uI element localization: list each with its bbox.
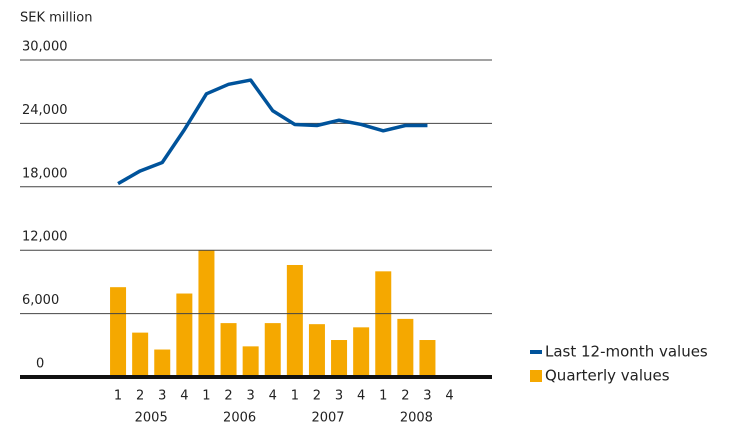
x-tick-label: 1 bbox=[291, 389, 299, 404]
bar bbox=[286, 264, 303, 377]
x-tick-label: 1 bbox=[114, 389, 122, 404]
bar bbox=[132, 332, 149, 377]
bar bbox=[220, 323, 237, 377]
legend-label: Last 12-month values bbox=[545, 343, 708, 361]
y-axis-label: SEK million bbox=[20, 11, 92, 26]
legend-label: Quarterly values bbox=[545, 367, 670, 385]
bar bbox=[375, 271, 392, 377]
bar bbox=[308, 324, 325, 377]
x-tick-label: 4 bbox=[357, 389, 365, 404]
x-group-label: 2007 bbox=[311, 411, 344, 426]
x-tick-label: 1 bbox=[202, 389, 210, 404]
bar bbox=[242, 346, 259, 377]
bar bbox=[331, 340, 348, 377]
x-group-label: 2005 bbox=[135, 411, 168, 426]
x-tick-label: 2 bbox=[313, 389, 321, 404]
y-tick-label: 24,000 bbox=[22, 103, 68, 118]
x-tick-label: 4 bbox=[445, 389, 453, 404]
x-tick-label: 1 bbox=[379, 389, 387, 404]
bar bbox=[353, 327, 370, 377]
y-tick-label: 0 bbox=[36, 357, 44, 372]
bar bbox=[110, 287, 127, 377]
legend-swatch bbox=[530, 370, 542, 382]
bar bbox=[419, 340, 436, 377]
x-tick-label: 2 bbox=[224, 389, 232, 404]
x-tick-label: 4 bbox=[180, 389, 188, 404]
line bbox=[117, 78, 428, 186]
bar bbox=[397, 318, 414, 377]
x-group-label: 2006 bbox=[223, 411, 256, 426]
x-tick-label: 2 bbox=[136, 389, 144, 404]
y-tick-label: 18,000 bbox=[22, 166, 68, 181]
bar bbox=[176, 293, 193, 377]
bar bbox=[154, 349, 171, 377]
x-tick-label: 2 bbox=[401, 389, 409, 404]
x-tick-label: 4 bbox=[269, 389, 277, 404]
x-group-label: 2008 bbox=[400, 411, 433, 426]
x-tick-label: 3 bbox=[335, 389, 343, 404]
legend-swatch bbox=[530, 350, 542, 354]
bar bbox=[264, 323, 281, 377]
y-tick-label: 30,000 bbox=[22, 40, 68, 55]
x-tick-label: 3 bbox=[423, 389, 431, 404]
y-tick-label: 6,000 bbox=[22, 293, 59, 308]
x-tick-label: 3 bbox=[158, 389, 166, 404]
x-tick-label: 3 bbox=[247, 389, 255, 404]
y-tick-label: 12,000 bbox=[22, 230, 68, 245]
